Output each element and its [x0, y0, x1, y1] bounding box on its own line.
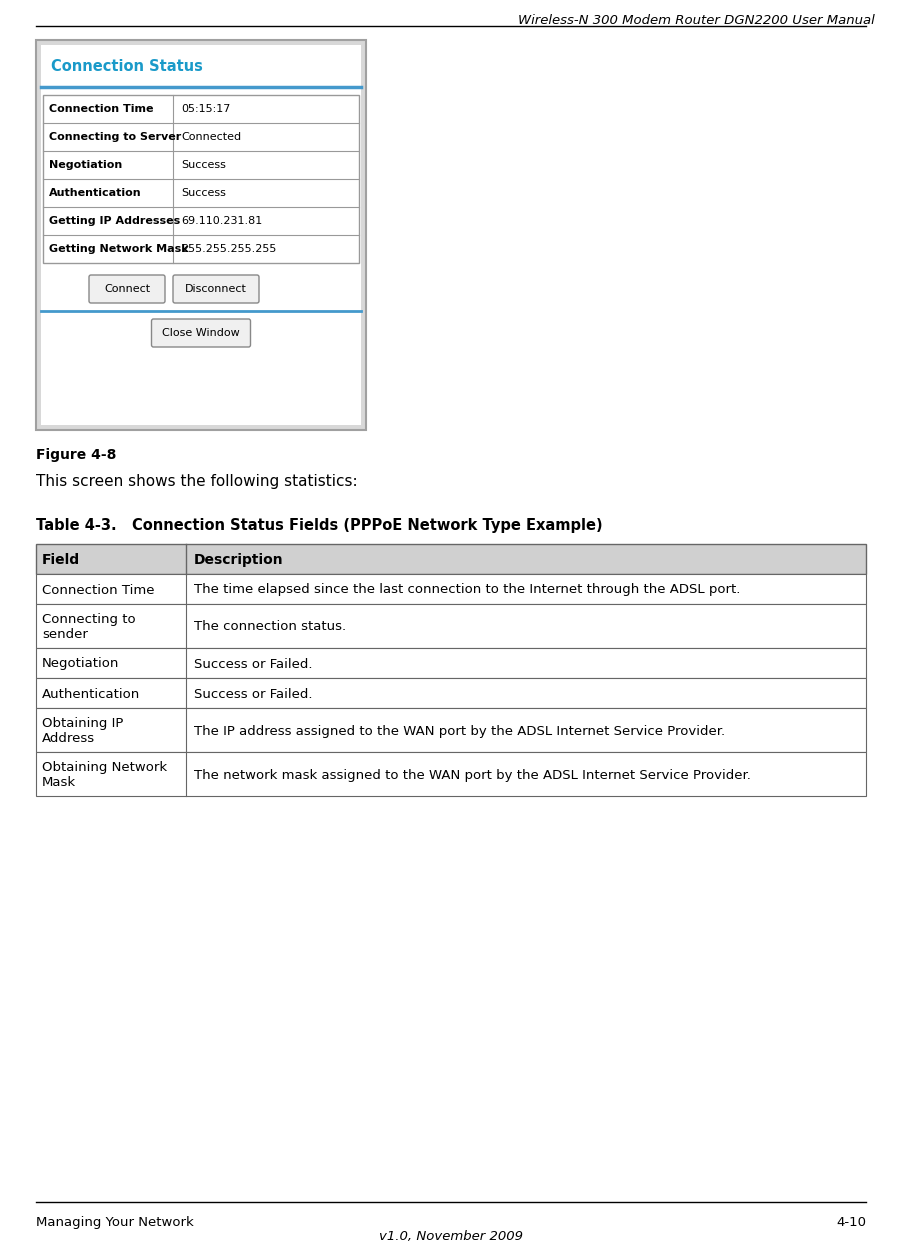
Text: Success or Failed.: Success or Failed.: [194, 658, 312, 670]
Text: Getting IP Addresses: Getting IP Addresses: [49, 216, 180, 226]
Text: 69.110.231.81: 69.110.231.81: [181, 216, 262, 226]
FancyBboxPatch shape: [152, 319, 251, 346]
Text: Close Window: Close Window: [162, 328, 240, 338]
Text: Authentication: Authentication: [49, 188, 142, 198]
Text: Connect: Connect: [104, 284, 150, 294]
Text: Success: Success: [181, 188, 226, 198]
Text: Connecting to
sender: Connecting to sender: [42, 613, 135, 640]
FancyBboxPatch shape: [89, 275, 165, 303]
Bar: [36, 40, 366, 430]
Bar: [36, 574, 866, 604]
Text: Description: Description: [194, 553, 283, 567]
Bar: [36, 604, 866, 648]
Text: Connecting to Server: Connecting to Server: [49, 132, 181, 142]
Text: Negotiation: Negotiation: [49, 159, 123, 169]
Text: Managing Your Network: Managing Your Network: [36, 1216, 194, 1229]
Text: Success or Failed.: Success or Failed.: [194, 688, 312, 700]
Bar: [36, 648, 866, 678]
Bar: [43, 95, 359, 263]
Text: v1.0, November 2009: v1.0, November 2009: [379, 1230, 523, 1244]
Text: Disconnect: Disconnect: [185, 284, 247, 294]
Text: Field: Field: [42, 553, 80, 567]
Text: Negotiation: Negotiation: [42, 658, 119, 670]
Text: 255.255.255.255: 255.255.255.255: [181, 244, 276, 254]
Text: The network mask assigned to the WAN port by the ADSL Internet Service Provider.: The network mask assigned to the WAN por…: [194, 769, 750, 781]
Text: This screen shows the following statistics:: This screen shows the following statisti…: [36, 473, 357, 488]
Text: Figure 4-8: Figure 4-8: [36, 449, 116, 462]
Text: Connection Time: Connection Time: [42, 583, 154, 597]
Text: The IP address assigned to the WAN port by the ADSL Internet Service Provider.: The IP address assigned to the WAN port …: [194, 724, 725, 738]
Text: 4-10: 4-10: [836, 1216, 866, 1229]
Text: The connection status.: The connection status.: [194, 621, 346, 633]
Text: Getting Network Mask: Getting Network Mask: [49, 244, 189, 254]
Text: Table 4-3.   Connection Status Fields (PPPoE Network Type Example): Table 4-3. Connection Status Fields (PPP…: [36, 518, 603, 533]
Text: Obtaining Network
Mask: Obtaining Network Mask: [42, 761, 167, 789]
Text: Connection Status: Connection Status: [51, 59, 203, 74]
Text: 05:15:17: 05:15:17: [181, 103, 230, 113]
Text: Connection Time: Connection Time: [49, 103, 153, 113]
Bar: [41, 45, 361, 425]
Text: The time elapsed since the last connection to the Internet through the ADSL port: The time elapsed since the last connecti…: [194, 583, 741, 597]
Bar: [36, 753, 866, 796]
Bar: [36, 678, 866, 708]
Text: Success: Success: [181, 159, 226, 169]
Text: Authentication: Authentication: [42, 688, 140, 700]
Text: Connected: Connected: [181, 132, 241, 142]
FancyBboxPatch shape: [173, 275, 259, 303]
Bar: [36, 708, 866, 753]
Text: Wireless-N 300 Modem Router DGN2200 User Manual: Wireless-N 300 Modem Router DGN2200 User…: [519, 14, 875, 27]
Text: Obtaining IP
Address: Obtaining IP Address: [42, 716, 124, 745]
Bar: [36, 545, 866, 574]
